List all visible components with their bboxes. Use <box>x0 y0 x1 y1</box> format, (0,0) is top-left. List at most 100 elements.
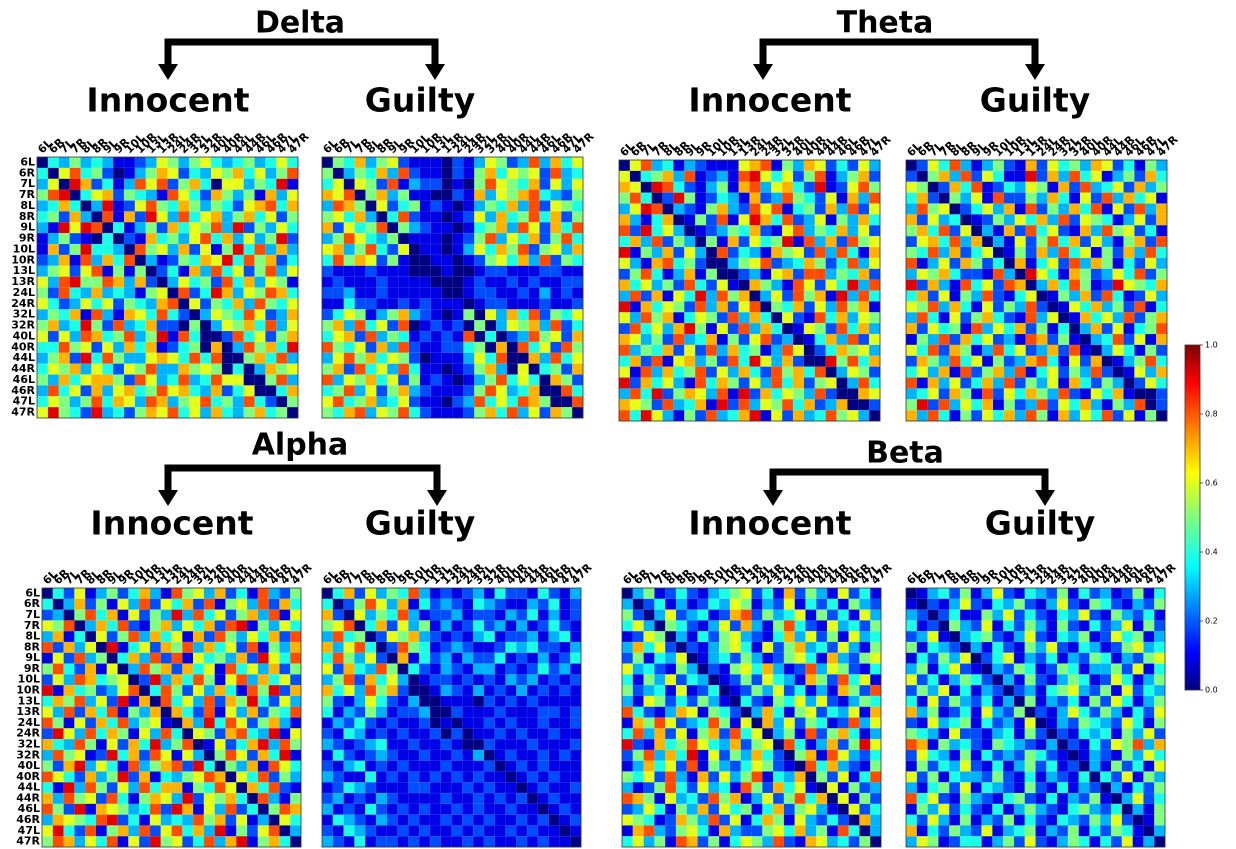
cell <box>1121 598 1134 611</box>
cell <box>858 366 870 379</box>
cell <box>192 760 205 772</box>
cell <box>783 674 796 686</box>
cell <box>243 200 256 212</box>
cell <box>364 825 377 837</box>
bracket <box>759 38 1039 66</box>
cell <box>705 344 718 357</box>
cell <box>332 695 345 708</box>
cell <box>365 254 377 267</box>
cell <box>537 684 550 697</box>
cell <box>178 352 190 365</box>
cell <box>1035 684 1047 697</box>
cell <box>364 836 377 848</box>
cell <box>257 674 270 686</box>
cell <box>419 265 432 278</box>
cell <box>171 782 183 794</box>
cell <box>343 749 355 762</box>
cell <box>375 717 388 729</box>
cell <box>84 652 97 665</box>
cell <box>848 825 860 837</box>
cell <box>992 290 1005 302</box>
cell <box>960 290 972 302</box>
cell <box>246 760 259 772</box>
cell <box>927 225 940 237</box>
cell <box>74 717 86 729</box>
cell <box>189 385 201 397</box>
cell <box>783 728 796 740</box>
cell <box>729 641 742 654</box>
cell <box>762 760 774 772</box>
cell <box>397 825 409 837</box>
cell <box>1002 587 1015 600</box>
cell <box>452 319 464 332</box>
cell <box>740 663 752 675</box>
cell <box>654 836 666 848</box>
cell <box>848 749 860 762</box>
cell <box>526 836 539 848</box>
cell <box>805 641 817 654</box>
cell <box>716 279 729 292</box>
cell <box>686 728 699 740</box>
cell <box>981 290 994 302</box>
cell <box>673 159 685 172</box>
cell <box>178 167 190 180</box>
cell <box>621 652 634 665</box>
cell <box>397 641 409 654</box>
cell <box>848 760 860 772</box>
cell <box>397 222 410 234</box>
cell <box>694 301 707 313</box>
cell <box>1154 836 1166 848</box>
cell <box>905 728 918 740</box>
cell <box>905 836 918 848</box>
cell <box>971 257 983 270</box>
cell <box>1110 609 1123 621</box>
cell <box>343 792 355 805</box>
cell <box>80 178 92 191</box>
cell <box>1100 760 1112 772</box>
cell <box>684 159 696 172</box>
cell <box>199 200 212 212</box>
cell <box>981 738 993 751</box>
cell <box>870 738 882 751</box>
cell <box>640 409 653 422</box>
cell <box>716 312 729 324</box>
cell <box>232 254 245 267</box>
cell <box>1014 235 1027 248</box>
cell <box>276 243 288 256</box>
cell <box>279 630 291 643</box>
cell <box>1047 399 1059 411</box>
cell <box>268 728 280 740</box>
cell <box>1110 782 1123 794</box>
cell <box>762 674 774 686</box>
cell <box>837 706 850 718</box>
cell <box>408 684 420 697</box>
cell <box>117 717 129 729</box>
cell <box>526 641 539 654</box>
cell <box>102 352 114 365</box>
cell <box>814 399 827 411</box>
cell <box>483 630 496 643</box>
cell <box>182 695 194 708</box>
cell <box>440 652 453 665</box>
cell <box>1025 225 1038 237</box>
cell <box>419 156 432 169</box>
cell <box>716 344 729 357</box>
cell <box>537 814 550 826</box>
cell <box>290 587 302 600</box>
cell <box>526 620 539 632</box>
cell <box>397 363 410 376</box>
cell <box>992 598 1004 611</box>
cell <box>528 396 541 408</box>
cell <box>528 189 541 202</box>
cell <box>332 243 345 256</box>
cell <box>981 214 994 226</box>
cell <box>781 159 794 172</box>
cell <box>1090 333 1103 346</box>
cell <box>321 738 334 751</box>
cell <box>792 225 805 237</box>
cell <box>506 363 519 376</box>
cell <box>949 246 961 259</box>
cell <box>640 159 653 172</box>
cell <box>138 814 151 826</box>
cell <box>981 355 994 368</box>
